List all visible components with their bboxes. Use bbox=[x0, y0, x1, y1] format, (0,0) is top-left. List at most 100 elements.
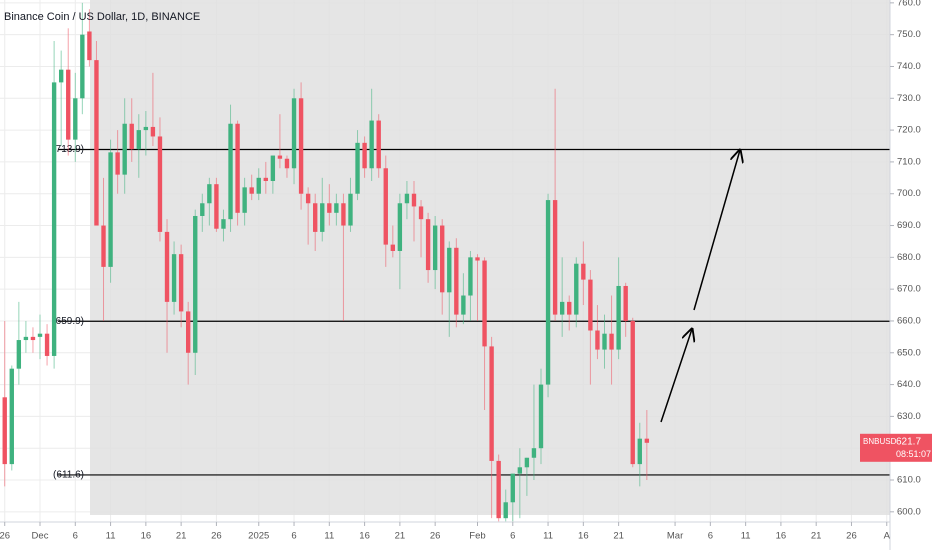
countdown-label: 08:51:07 bbox=[896, 449, 931, 459]
candle-body bbox=[291, 98, 297, 169]
candle-body bbox=[334, 203, 339, 213]
candle-body bbox=[454, 247, 459, 315]
x-tick-label: 21 bbox=[176, 531, 187, 542]
price-axis-panel bbox=[890, 0, 932, 550]
x-tick-label: 11 bbox=[106, 531, 116, 542]
x-tick-label: 21 bbox=[613, 531, 624, 542]
candle-body bbox=[143, 126, 149, 131]
x-tick-label: 6 bbox=[73, 531, 78, 542]
last-price-label: 621.7 bbox=[896, 436, 921, 447]
candle-body bbox=[602, 333, 607, 350]
x-tick-label: 26 bbox=[211, 531, 222, 542]
candle-body bbox=[390, 244, 396, 251]
candle-body bbox=[355, 142, 360, 194]
candle-body bbox=[559, 301, 565, 315]
y-tick-label: 690.0 bbox=[897, 220, 921, 231]
y-tick-label: 630.0 bbox=[897, 411, 921, 422]
candle-body bbox=[178, 254, 184, 312]
candle-body bbox=[630, 320, 635, 465]
candle-body bbox=[249, 187, 254, 194]
candle-body bbox=[313, 203, 318, 232]
candle-body bbox=[186, 311, 191, 353]
candle-body bbox=[320, 203, 325, 232]
x-tick-label: 11 bbox=[324, 531, 334, 542]
candle-body bbox=[327, 203, 332, 213]
x-tick-label: 6 bbox=[510, 531, 515, 542]
candle-body bbox=[136, 130, 141, 150]
candle-body bbox=[2, 397, 7, 465]
candle-body bbox=[115, 152, 120, 175]
candle-body bbox=[447, 247, 452, 293]
time-axis-panel bbox=[0, 522, 932, 550]
candle-body bbox=[23, 336, 29, 341]
x-tick-label: 11 bbox=[543, 531, 553, 542]
candle-body bbox=[538, 384, 544, 449]
candle-body bbox=[94, 60, 99, 226]
candle-body bbox=[51, 82, 57, 356]
level-label: (659.9) bbox=[52, 316, 84, 327]
candle-body bbox=[552, 200, 558, 315]
x-tick-label: 16 bbox=[359, 531, 370, 542]
x-tick-label: 16 bbox=[141, 531, 152, 542]
candle-body bbox=[588, 279, 593, 331]
candle-body bbox=[369, 120, 374, 169]
y-tick-label: 730.0 bbox=[897, 93, 921, 104]
candle-body bbox=[284, 158, 290, 169]
candle-body bbox=[432, 225, 438, 271]
x-tick-label: 21 bbox=[811, 531, 822, 542]
candle-body bbox=[193, 215, 198, 353]
candle-body bbox=[73, 98, 78, 140]
candle-body bbox=[235, 123, 240, 213]
candle-body bbox=[30, 336, 36, 341]
candle-body bbox=[256, 177, 261, 194]
candle-body bbox=[383, 168, 388, 245]
candle-body bbox=[171, 254, 177, 302]
y-tick-label: 610.0 bbox=[897, 475, 921, 486]
y-tick-label: 640.0 bbox=[897, 379, 921, 390]
candle-body bbox=[475, 257, 480, 261]
x-tick-label: 21 bbox=[395, 531, 406, 542]
candle-body bbox=[524, 457, 530, 468]
candle-body bbox=[214, 184, 219, 229]
x-tick-label: Feb bbox=[469, 531, 485, 542]
candle-body bbox=[411, 193, 417, 207]
candle-body bbox=[44, 333, 50, 356]
x-tick-label: 6 bbox=[291, 531, 296, 542]
candle-body bbox=[87, 31, 92, 61]
last-price-tag: BNBUSD 621.7 08:51:07 bbox=[860, 433, 932, 462]
candle-body bbox=[305, 193, 311, 204]
candle-body bbox=[496, 460, 501, 519]
candle-body bbox=[397, 203, 403, 251]
x-tick-label: 16 bbox=[776, 531, 787, 542]
x-tick-label: 26 bbox=[430, 531, 441, 542]
candle-body bbox=[129, 123, 134, 150]
arrow bbox=[693, 150, 740, 311]
candle-body bbox=[37, 333, 43, 337]
y-tick-label: 710.0 bbox=[897, 156, 921, 167]
candle-body bbox=[616, 285, 621, 350]
level-label: (611.6) bbox=[53, 470, 84, 481]
candle-body bbox=[595, 330, 600, 350]
x-tick-label: Mar bbox=[667, 531, 683, 542]
candle-body bbox=[482, 260, 487, 347]
candle-body bbox=[221, 219, 226, 229]
x-tick-label: A bbox=[884, 531, 891, 542]
candle-body bbox=[531, 448, 537, 458]
x-tick-label: Dec bbox=[32, 531, 49, 542]
candle-body bbox=[207, 184, 212, 204]
candle-body bbox=[425, 219, 431, 271]
candle-body bbox=[108, 152, 113, 267]
candles bbox=[2, 2, 650, 522]
y-tick-label: 720.0 bbox=[897, 125, 921, 136]
candle-body bbox=[66, 69, 71, 140]
candle-body bbox=[545, 200, 551, 385]
candle-body bbox=[277, 155, 283, 159]
price-tag-box bbox=[860, 433, 932, 462]
arrow bbox=[660, 329, 692, 423]
candle-body bbox=[376, 120, 381, 169]
candle-body bbox=[122, 123, 127, 175]
y-tick-label: 650.0 bbox=[897, 347, 921, 358]
y-tick-label: 760.0 bbox=[897, 0, 921, 8]
candle-body bbox=[503, 502, 508, 519]
